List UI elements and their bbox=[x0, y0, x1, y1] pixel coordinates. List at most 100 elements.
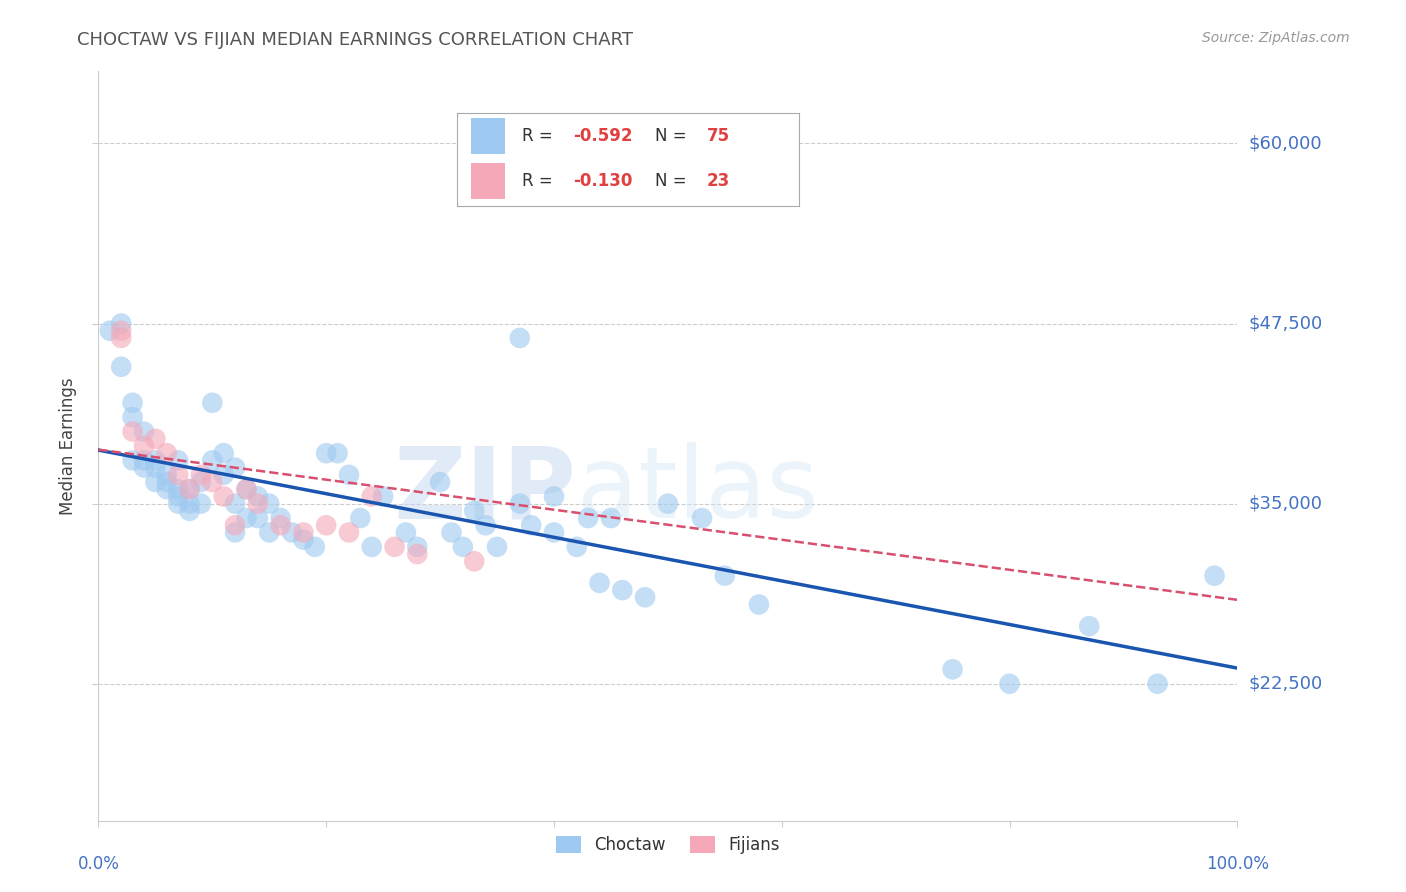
Point bbox=[235, 482, 257, 496]
Point bbox=[132, 460, 155, 475]
Point bbox=[179, 504, 201, 518]
Y-axis label: Median Earnings: Median Earnings bbox=[59, 377, 77, 515]
Point bbox=[224, 525, 246, 540]
Text: 100.0%: 100.0% bbox=[1206, 855, 1268, 873]
Point bbox=[167, 497, 190, 511]
Point bbox=[201, 453, 224, 467]
Point bbox=[360, 540, 382, 554]
Point bbox=[486, 179, 509, 194]
Point bbox=[384, 540, 406, 554]
Point bbox=[259, 497, 281, 511]
Text: $47,500: $47,500 bbox=[1249, 315, 1323, 333]
Point bbox=[998, 677, 1021, 691]
Point bbox=[190, 475, 212, 489]
Text: atlas: atlas bbox=[576, 442, 818, 540]
Point bbox=[145, 432, 167, 446]
Point bbox=[576, 511, 599, 525]
Point bbox=[179, 482, 201, 496]
Point bbox=[748, 598, 770, 612]
Point bbox=[132, 453, 155, 467]
Point bbox=[395, 525, 418, 540]
Point bbox=[292, 525, 315, 540]
Point bbox=[235, 482, 257, 496]
Point bbox=[543, 525, 565, 540]
Point bbox=[246, 497, 269, 511]
Point bbox=[212, 446, 235, 460]
Point bbox=[235, 511, 257, 525]
Point bbox=[224, 497, 246, 511]
Text: 0.0%: 0.0% bbox=[77, 855, 120, 873]
Text: ZIP: ZIP bbox=[394, 442, 576, 540]
Text: $22,500: $22,500 bbox=[1249, 674, 1323, 693]
Point bbox=[156, 467, 179, 482]
Point bbox=[110, 317, 132, 331]
Point bbox=[212, 467, 235, 482]
Point bbox=[326, 446, 349, 460]
Point bbox=[145, 460, 167, 475]
Point bbox=[440, 525, 463, 540]
Point bbox=[167, 453, 190, 467]
Point bbox=[246, 490, 269, 504]
Text: CHOCTAW VS FIJIAN MEDIAN EARNINGS CORRELATION CHART: CHOCTAW VS FIJIAN MEDIAN EARNINGS CORREL… bbox=[77, 31, 633, 49]
Point bbox=[259, 525, 281, 540]
Point bbox=[315, 446, 337, 460]
Point bbox=[600, 511, 623, 525]
Point bbox=[690, 511, 713, 525]
Point bbox=[121, 453, 143, 467]
Point bbox=[281, 525, 304, 540]
Point bbox=[110, 331, 132, 345]
Point bbox=[224, 518, 246, 533]
Point bbox=[942, 662, 965, 676]
Point bbox=[167, 490, 190, 504]
Point bbox=[429, 475, 451, 489]
Point bbox=[246, 511, 269, 525]
Point bbox=[463, 554, 485, 568]
Legend: Choctaw, Fijians: Choctaw, Fijians bbox=[548, 830, 787, 861]
Point bbox=[270, 518, 292, 533]
Point bbox=[110, 324, 132, 338]
Point bbox=[360, 490, 382, 504]
Point bbox=[371, 490, 394, 504]
Point bbox=[406, 540, 429, 554]
Point bbox=[588, 575, 610, 590]
Point bbox=[714, 568, 737, 582]
Point bbox=[190, 467, 212, 482]
Point bbox=[451, 540, 474, 554]
Point bbox=[509, 497, 531, 511]
Point bbox=[145, 453, 167, 467]
Point bbox=[1078, 619, 1101, 633]
Point bbox=[121, 425, 143, 439]
Point bbox=[212, 490, 235, 504]
Point bbox=[486, 540, 509, 554]
Point bbox=[612, 583, 634, 598]
Point bbox=[349, 511, 371, 525]
Point bbox=[1146, 677, 1168, 691]
Point bbox=[304, 540, 326, 554]
Point bbox=[292, 533, 315, 547]
Point bbox=[179, 482, 201, 496]
Point bbox=[224, 460, 246, 475]
Point bbox=[145, 475, 167, 489]
Point bbox=[337, 467, 360, 482]
Point bbox=[1204, 568, 1226, 582]
Point bbox=[270, 511, 292, 525]
Text: Source: ZipAtlas.com: Source: ZipAtlas.com bbox=[1202, 31, 1350, 45]
Point bbox=[121, 396, 143, 410]
Point bbox=[337, 525, 360, 540]
Point bbox=[657, 497, 679, 511]
Point bbox=[190, 497, 212, 511]
Point bbox=[474, 518, 496, 533]
Point bbox=[201, 396, 224, 410]
Point bbox=[634, 591, 657, 605]
Point bbox=[406, 547, 429, 561]
Text: $60,000: $60,000 bbox=[1249, 135, 1322, 153]
Point bbox=[121, 410, 143, 425]
Point bbox=[156, 482, 179, 496]
Point bbox=[98, 324, 121, 338]
Point bbox=[156, 475, 179, 489]
Point bbox=[520, 518, 543, 533]
Point bbox=[167, 467, 190, 482]
Point bbox=[110, 359, 132, 374]
Text: $35,000: $35,000 bbox=[1249, 495, 1323, 513]
Point bbox=[315, 518, 337, 533]
